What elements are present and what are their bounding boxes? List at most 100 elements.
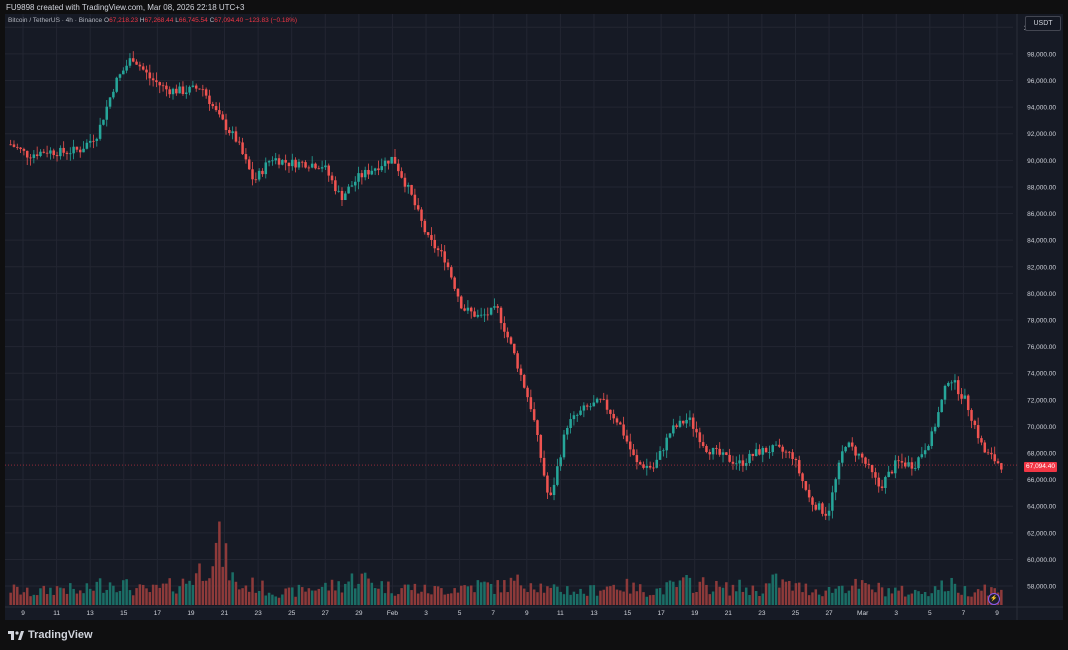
volume-bar	[645, 596, 649, 605]
volume-bar	[943, 591, 947, 605]
candle-body	[115, 77, 118, 92]
candle-body	[181, 86, 185, 94]
volume-bar	[797, 582, 801, 605]
volume-bar	[970, 596, 973, 605]
y-tick-label: 82,000.00	[1027, 264, 1056, 271]
candle-body	[662, 450, 665, 452]
candle-body	[718, 448, 721, 455]
volume-bar	[781, 579, 784, 605]
volume-bar	[493, 593, 496, 605]
candle-body	[373, 168, 377, 171]
candle-body	[353, 181, 357, 186]
volume-bar	[821, 596, 824, 605]
volume-bar	[238, 589, 241, 605]
candle-body	[12, 144, 16, 147]
candle-body	[688, 417, 692, 420]
volume-bar	[340, 592, 344, 605]
volume-bar	[920, 594, 924, 605]
volume-bar	[519, 585, 523, 605]
x-tick-label: 27	[322, 610, 330, 617]
candle-body	[310, 163, 314, 168]
candle-body	[267, 161, 271, 163]
price-chart[interactable]: 58,000.00 60,000.00 62,000.00 64,000.00 66,0…	[5, 14, 1063, 620]
candle-body	[513, 343, 516, 354]
candle-body	[178, 86, 181, 94]
volume-bar	[672, 581, 675, 605]
candle-body	[334, 180, 337, 192]
volume-bar	[966, 596, 970, 605]
volume-bar	[330, 579, 334, 605]
volume-bar	[393, 595, 397, 605]
volume-bar	[837, 586, 841, 605]
candle-body	[108, 97, 112, 107]
candle-body	[403, 177, 407, 187]
candle-body	[784, 451, 788, 453]
volume-bar	[665, 582, 668, 605]
candle-body	[698, 432, 702, 443]
symbol-legend: Bitcoin / TetherUS · 4h · Binance O67,21…	[8, 17, 297, 24]
volume-bar	[138, 584, 142, 605]
volume-bar	[347, 581, 350, 605]
candle-body	[675, 425, 678, 427]
candle-body	[39, 151, 42, 156]
volume-bar	[552, 584, 556, 605]
volume-bar	[337, 581, 340, 605]
y-tick-label: 98,000.00	[1027, 51, 1056, 58]
candle-body	[244, 154, 248, 160]
candle-body	[75, 146, 79, 150]
candle-body	[102, 119, 105, 125]
goto-realtime-icon[interactable]: ⚡	[988, 593, 1000, 605]
candle-body	[973, 420, 977, 426]
candle-body	[831, 492, 834, 511]
volume-bar	[310, 590, 314, 605]
y-tick-label: 62,000.00	[1027, 530, 1056, 537]
currency-selector[interactable]: USDT	[1025, 16, 1061, 31]
candle-body	[960, 394, 963, 399]
candle-body	[105, 106, 108, 120]
volume-bar	[287, 587, 291, 605]
candle-body	[194, 85, 198, 89]
volume-bar	[778, 587, 781, 605]
candle-body	[738, 460, 741, 464]
candle-body	[416, 205, 420, 210]
volume-bar	[585, 595, 589, 605]
volume-bar	[642, 592, 645, 605]
volume-bar	[662, 594, 665, 605]
candle-body	[927, 445, 930, 451]
candle-body	[453, 277, 456, 289]
chart-area[interactable]: 58,000.00 60,000.00 62,000.00 64,000.00 66,0…	[5, 14, 1063, 620]
volume-bar	[522, 588, 526, 605]
volume-bar	[609, 586, 612, 605]
volume-bar	[214, 542, 218, 605]
candle-body	[291, 159, 294, 167]
candle-body	[963, 395, 967, 399]
candle-body	[605, 399, 609, 410]
candle-body	[503, 323, 506, 332]
volume-bar	[221, 566, 224, 605]
candle-body	[807, 489, 811, 498]
volume-bar	[794, 583, 798, 605]
candle-body	[476, 314, 480, 317]
candle-body	[98, 124, 102, 139]
candle-body	[224, 119, 228, 131]
candle-body	[493, 306, 496, 308]
volume-bar	[695, 591, 698, 605]
candle-body	[599, 398, 602, 400]
volume-bar	[407, 584, 410, 605]
candle-body	[708, 451, 712, 455]
candle-body	[19, 147, 22, 149]
volume-bar	[864, 583, 867, 605]
candle-body	[741, 460, 745, 466]
volume-bar	[940, 580, 943, 605]
brand[interactable]: TradingView	[8, 628, 93, 642]
x-tick-label: 5	[928, 610, 932, 617]
volume-bar	[579, 588, 582, 605]
volume-bar	[274, 596, 277, 605]
candle-body	[69, 153, 72, 155]
candle-body	[340, 190, 344, 201]
volume-bar	[854, 578, 857, 605]
candle-body	[446, 262, 450, 268]
volume-bar	[271, 594, 274, 605]
volume-bar	[675, 587, 678, 605]
volume-bar	[532, 589, 536, 605]
